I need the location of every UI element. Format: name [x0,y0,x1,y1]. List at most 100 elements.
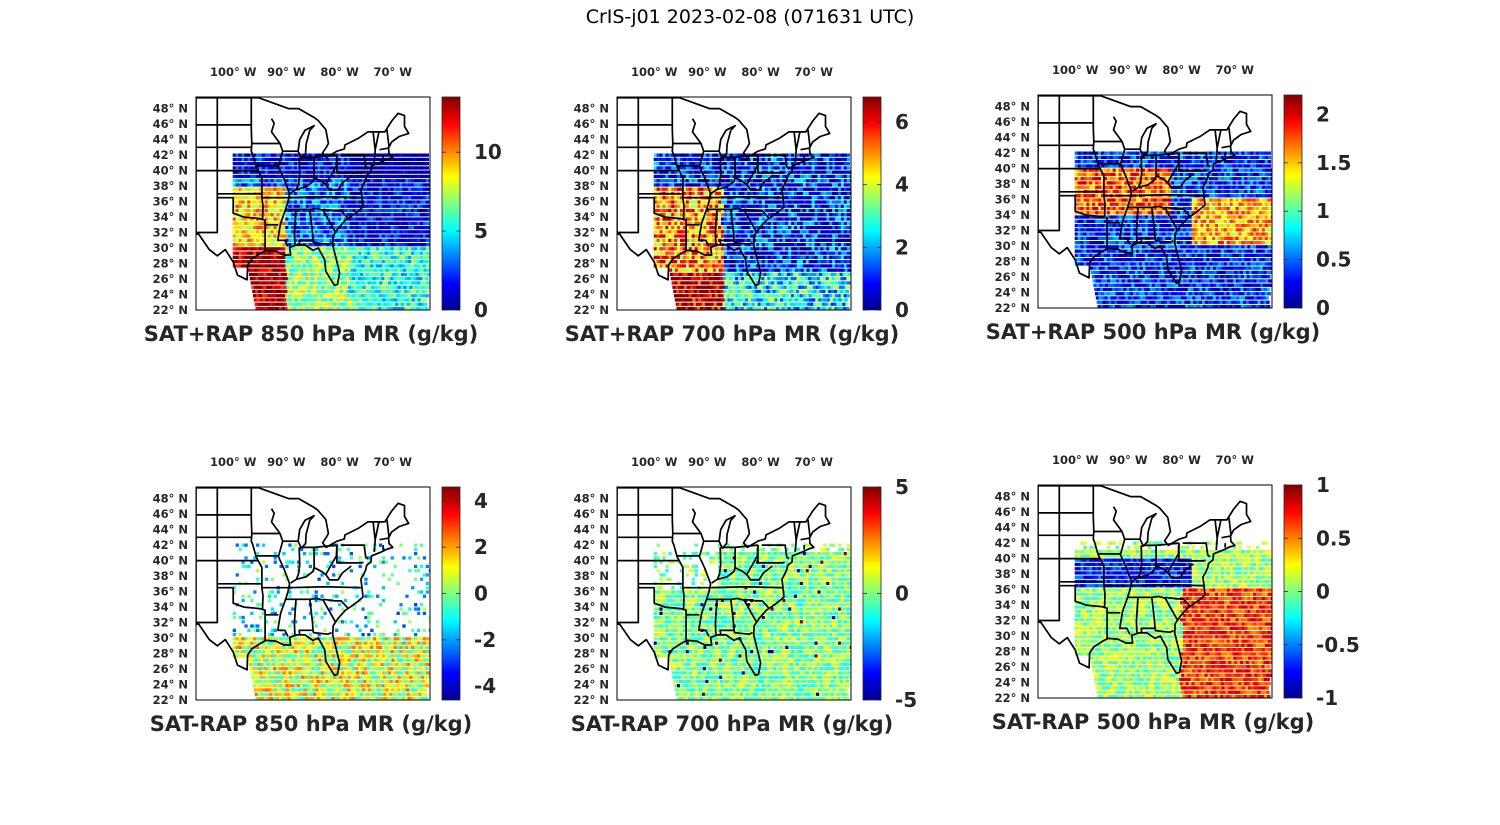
latitude-label: 28° N [574,647,609,661]
panel-title: SAT-RAP 500 hPa MR (g/kg) [992,710,1315,734]
latitude-label: 48° N [153,102,188,116]
state-boundary [1154,238,1174,244]
state-boundary [795,131,801,150]
state-boundary [1216,519,1222,538]
latitude-label: 28° N [153,647,188,661]
state-boundary [196,97,219,234]
state-boundary [1154,628,1174,634]
state-boundary [800,537,810,541]
state-boundary [374,131,380,150]
latitude-label: 24° N [995,676,1030,690]
state-boundary [638,196,687,251]
state-boundary [714,209,718,245]
colorbar-tick-label: 1.5 [1316,151,1351,175]
longitude-label: 70° W [795,455,834,469]
state-boundary [1182,152,1211,168]
state-boundary [1178,543,1206,562]
latitude-label: 46° N [574,507,609,521]
state-boundary [386,519,390,537]
latitude-label: 36° N [995,583,1030,597]
latitude-label: 32° N [995,224,1030,238]
state-boundary [270,508,291,637]
basemap [196,97,410,287]
state-boundary [312,240,332,246]
state-boundary [290,547,301,584]
state-boundary [289,586,362,589]
longitude-label: 100° W [210,455,257,469]
state-boundary [710,196,783,199]
colorbar-tick-label: 0 [474,582,488,606]
colorbar-tick-label: 2 [474,535,488,559]
latitude-label: 28° N [995,645,1030,659]
latitude-label: 40° N [153,164,188,178]
state-boundary [1221,535,1231,539]
state-boundary [374,521,380,540]
latitude-label: 34° N [574,210,609,224]
state-boundary [372,131,377,163]
state-boundary [386,129,390,147]
latitude-label: 32° N [153,226,188,240]
latitude-label: 36° N [574,195,609,209]
latitude-label: 32° N [574,616,609,630]
state-boundary [340,544,369,560]
latitude-label: 32° N [995,614,1030,628]
us-coastline [1038,95,1252,285]
colorbar-tick-label: -1 [1316,686,1338,710]
state-boundary [1112,506,1133,635]
colorbar-tick-label: 1 [1316,199,1330,223]
state-boundary [1141,152,1179,157]
state-boundary [1132,545,1143,582]
state-boundary [800,147,810,151]
map-svg: 100° W 90° W 80° W 70° W 48° N46° N 44° N42° … [144,65,502,346]
state-boundary [309,207,317,211]
panel-sat-rap-700-diff: 100° W 90° W 80° W 70° W 48° N 46° N 44° N 42° … [541,450,961,750]
colorbar [441,96,461,311]
state-boundary [250,487,264,611]
latitude-label: 48° N [153,492,188,506]
longitude-label: 70° W [374,455,413,469]
latitude-label: 32° N [153,616,188,630]
state-boundary [743,598,770,609]
map-frame [1037,94,1273,309]
us-coastline [196,487,410,677]
state-boundary [1167,563,1194,579]
state-boundary [379,537,389,541]
map-frame [616,486,852,701]
latitude-label: 30° N [574,241,609,255]
longitude-label: 90° W [267,455,306,469]
map-frame [195,486,431,701]
latitude-label: 48° N [574,492,609,506]
latitude-label: 30° N [153,241,188,255]
panel-title: SAT-RAP 700 hPa MR (g/kg) [571,712,894,736]
colorbar-tick-label: 4 [474,489,488,513]
longitude-label: 100° W [631,65,678,79]
colorbar-tick-label: 5 [895,475,909,499]
state-boundary [196,487,219,624]
longitude-label: 70° W [1216,453,1255,467]
state-boundary [289,196,362,199]
longitude-label: 70° W [374,65,413,79]
latitude-label: 44° N [574,523,609,537]
state-boundary [1151,595,1159,599]
state-boundary [1167,173,1194,189]
latitude-label: 30° N [153,631,188,645]
state-boundary [379,147,389,151]
state-boundary [1038,485,1061,622]
latitude-label: 24° N [153,288,188,302]
state-boundary [293,209,297,245]
state-boundary [746,565,773,581]
latitude-label: 48° N [574,102,609,116]
latitude-label: 44° N [995,131,1030,145]
state-boundary [322,598,349,609]
state-boundary [1214,129,1219,161]
latitude-label: 38° N [153,179,188,193]
latitude-label: 26° N [153,662,188,676]
data-swath [653,543,851,700]
longitude-label: 100° W [210,65,257,79]
state-boundary [270,118,291,247]
latitude-label: 38° N [995,177,1030,191]
state-boundary [296,567,315,581]
map-frame [195,96,431,311]
latitude-label: 48° N [995,490,1030,504]
latitude-label: 42° N [153,538,188,552]
